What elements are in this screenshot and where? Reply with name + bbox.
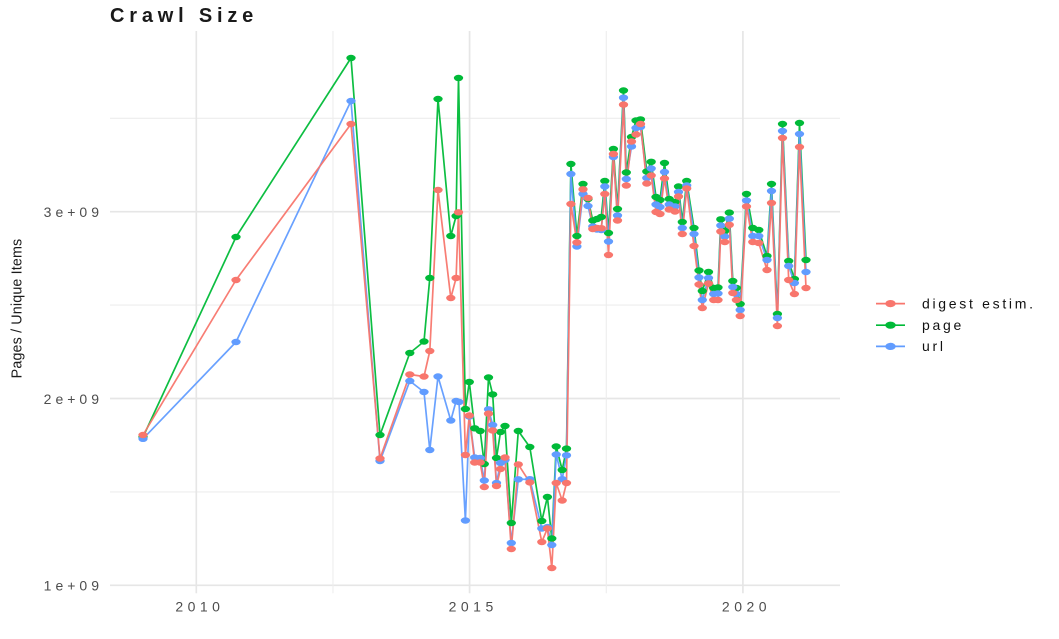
svg-text:page: page — [922, 317, 964, 333]
svg-text:digest estim.: digest estim. — [922, 295, 1036, 311]
svg-text:Pages / Unique Items: Pages / Unique Items — [10, 239, 26, 379]
svg-text:url: url — [922, 338, 946, 354]
svg-text:2015: 2015 — [449, 599, 498, 615]
svg-text:1e+09: 1e+09 — [44, 578, 103, 594]
svg-text:3e+09: 3e+09 — [44, 204, 103, 220]
svg-text:Crawl Size: Crawl Size — [110, 5, 258, 27]
svg-text:2010: 2010 — [175, 599, 224, 615]
svg-text:2020: 2020 — [722, 599, 771, 615]
svg-text:2e+09: 2e+09 — [44, 391, 103, 407]
